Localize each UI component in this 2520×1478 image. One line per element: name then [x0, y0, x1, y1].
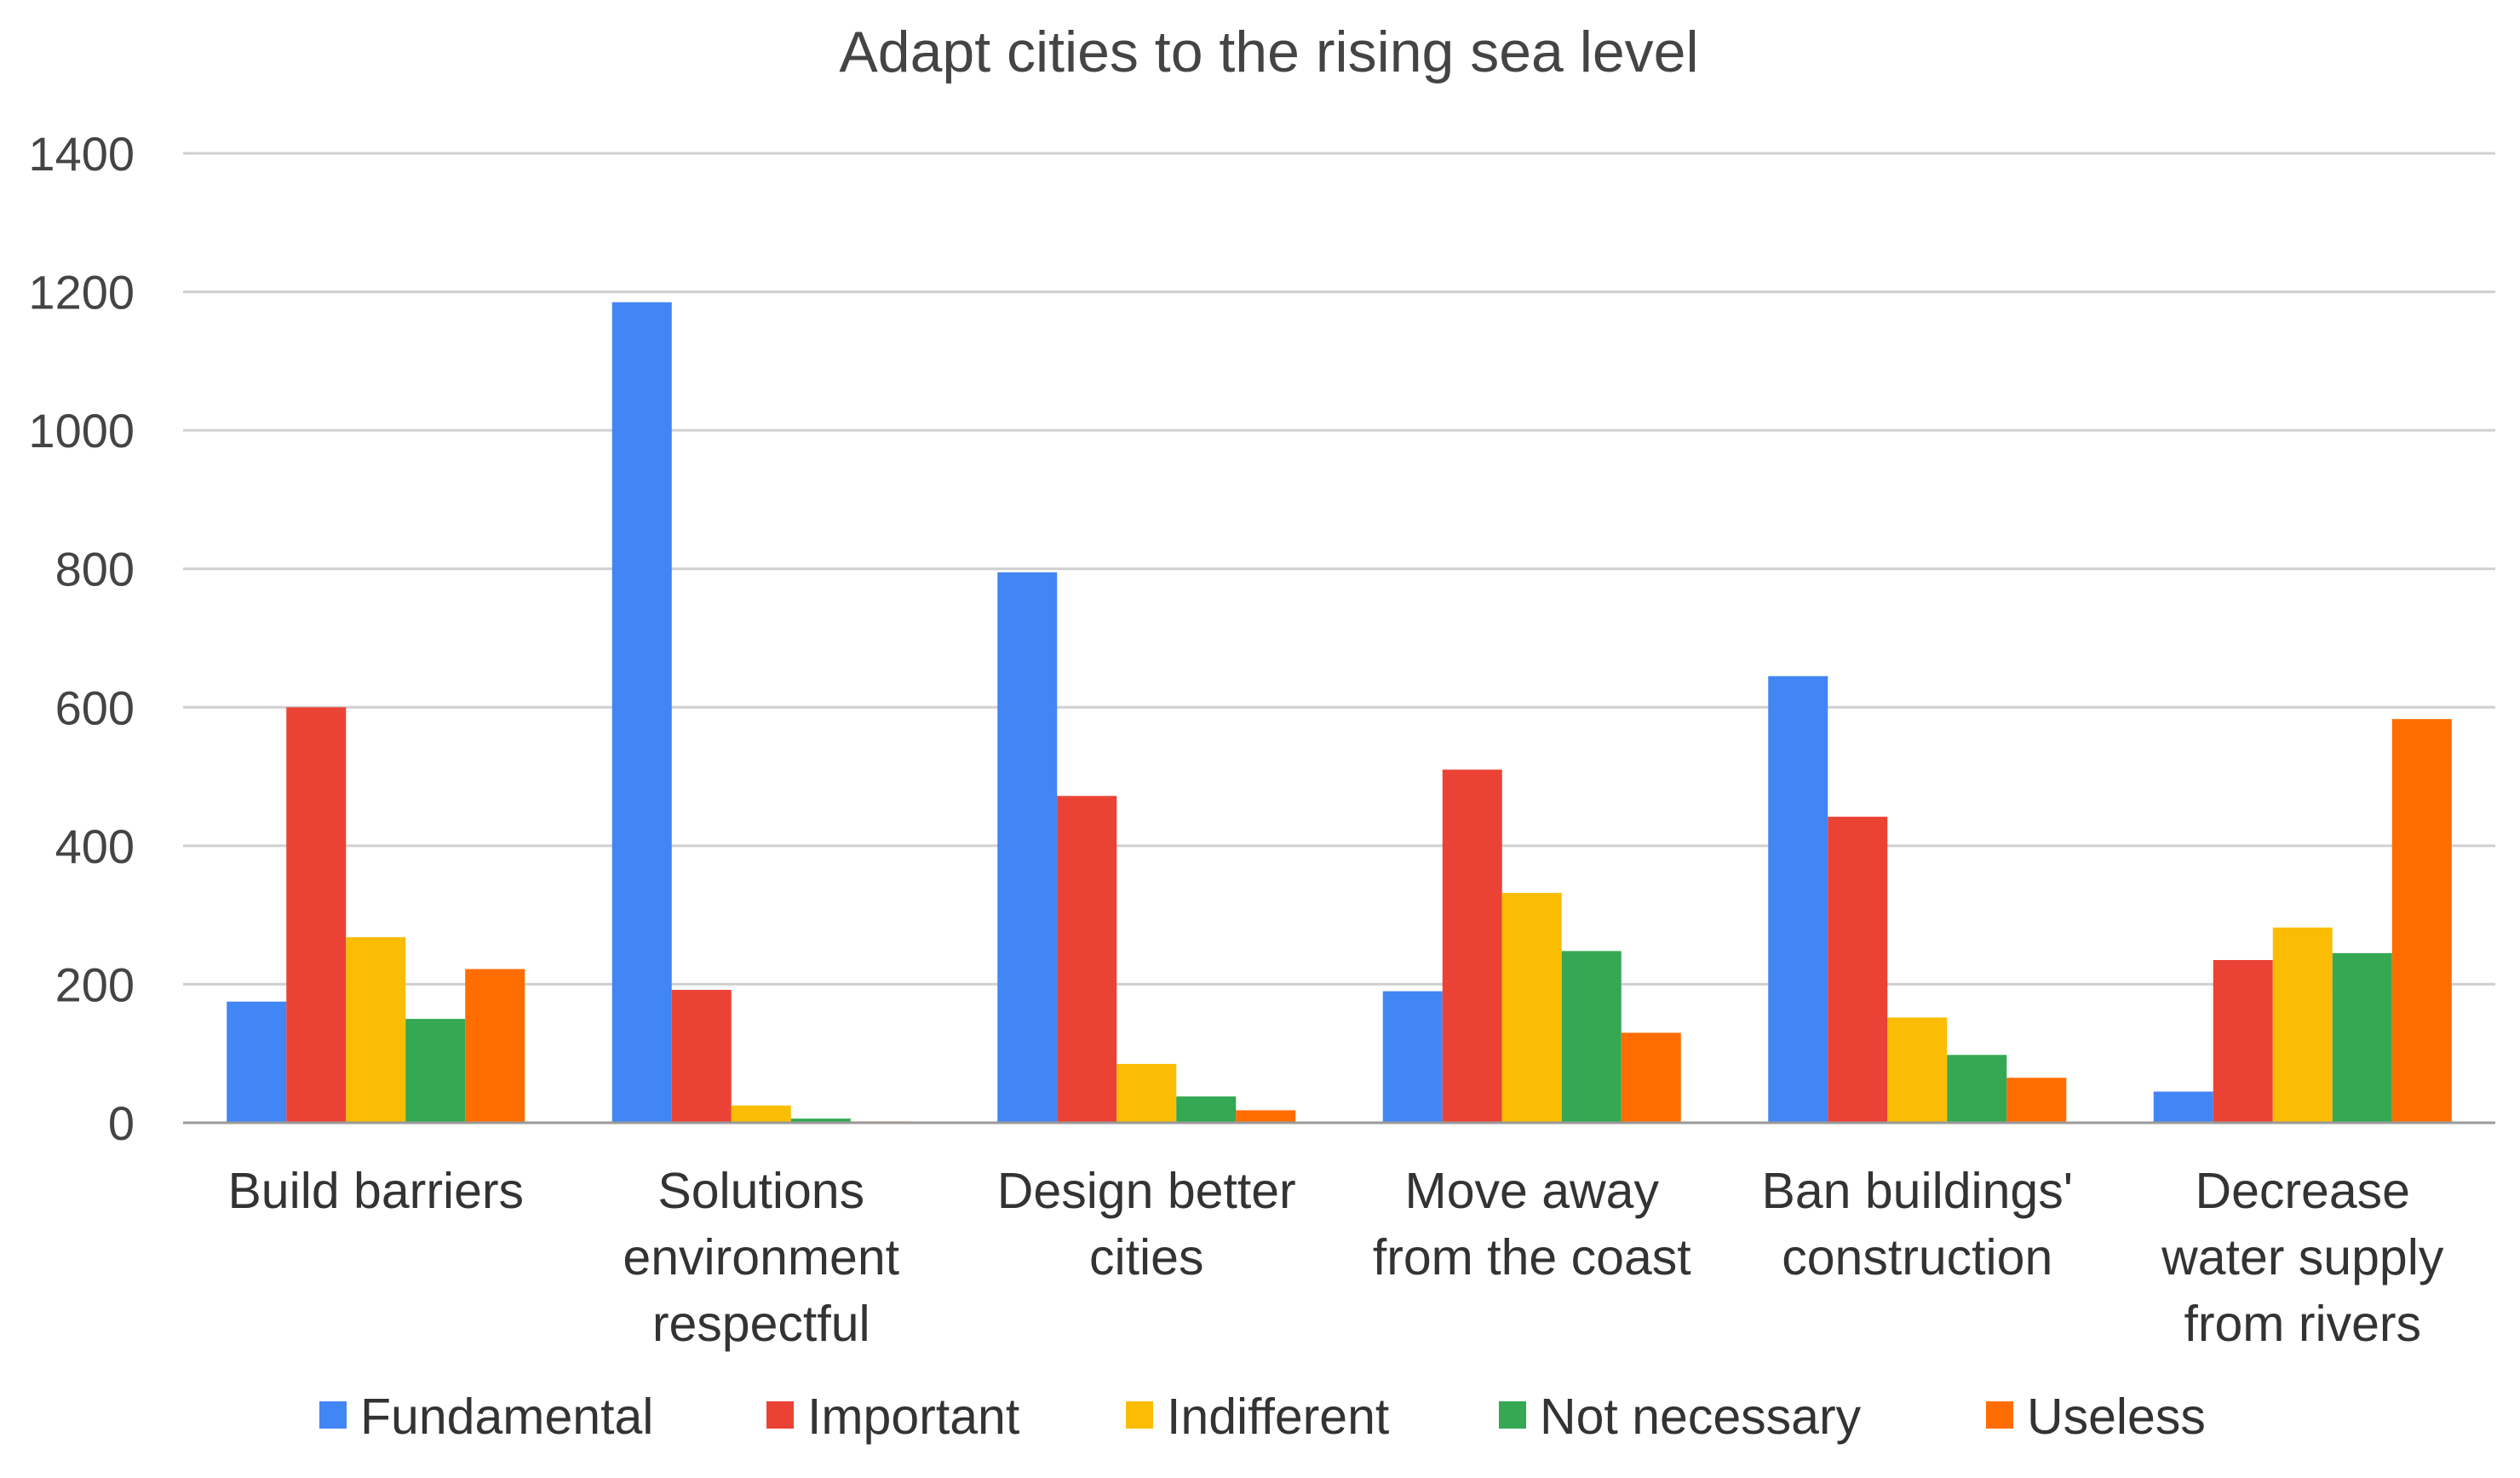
- x-tick-label: Build barriers: [227, 1163, 524, 1219]
- bar-useless-3: [1621, 1032, 1681, 1123]
- bar-indifferent-3: [1501, 893, 1562, 1123]
- x-tick-label: Design better cities: [997, 1163, 1296, 1285]
- legend: Fundamental Important Indifferent Not neces…: [319, 1389, 2206, 1445]
- y-tick-label: 1400: [28, 127, 135, 181]
- bar-indifferent-4: [1887, 1017, 1948, 1123]
- bar-important-1: [671, 989, 732, 1123]
- bar-indifferent-0: [346, 937, 406, 1123]
- bar-useless-4: [2006, 1078, 2067, 1123]
- bar-indifferent-2: [1116, 1063, 1177, 1123]
- gridlines: [183, 152, 2495, 986]
- x-axis-category-labels: Build barriers Solutions environment respec…: [227, 1163, 2443, 1352]
- y-axis-ticks: 0 200 400 600 800 1000 1200 1400: [28, 127, 135, 1150]
- bar-not-necessary-5: [2332, 952, 2392, 1123]
- bars: [227, 302, 2452, 1123]
- y-tick-label: 200: [55, 958, 135, 1011]
- legend-label: Useless: [2027, 1389, 2206, 1445]
- legend-label: Important: [807, 1389, 1019, 1445]
- y-tick-label: 800: [55, 543, 135, 596]
- legend-swatch: [1126, 1401, 1153, 1429]
- bar-important-5: [2213, 959, 2273, 1123]
- x-tick-label: Decrease water supply from rivers: [2161, 1163, 2444, 1352]
- bar-not-necessary-4: [1947, 1055, 2007, 1123]
- bar-fundamental-5: [2153, 1091, 2213, 1123]
- bar-not-necessary-2: [1176, 1096, 1237, 1123]
- x-tick-label: Solutions environment respectful: [623, 1163, 899, 1352]
- legend-swatch: [319, 1401, 347, 1429]
- y-tick-label: 1000: [28, 404, 135, 457]
- bar-fundamental-3: [1382, 991, 1443, 1123]
- bar-not-necessary-1: [790, 1119, 851, 1123]
- legend-swatch: [1986, 1401, 2013, 1429]
- bar-fundamental-4: [1768, 676, 1828, 1123]
- bar-not-necessary-3: [1561, 951, 1622, 1123]
- bar-fundamental-0: [227, 1001, 287, 1123]
- bar-fundamental-2: [997, 572, 1058, 1123]
- bar-important-2: [1057, 796, 1117, 1123]
- chart-title: Adapt cities to the rising sea level: [839, 20, 1698, 84]
- bar-important-4: [1828, 816, 1888, 1123]
- x-tick-label: Move away from the coast: [1373, 1163, 1691, 1285]
- y-tick-label: 1200: [28, 266, 135, 319]
- bar-useless-0: [465, 969, 525, 1123]
- bar-important-0: [286, 707, 347, 1123]
- bar-useless-2: [1236, 1110, 1296, 1123]
- bar-useless-5: [2391, 719, 2452, 1123]
- legend-swatch: [766, 1401, 794, 1429]
- y-tick-label: 400: [55, 820, 135, 873]
- legend-label: Fundamental: [360, 1389, 653, 1445]
- bar-important-3: [1442, 769, 1502, 1123]
- y-tick-label: 0: [108, 1096, 135, 1150]
- bar-indifferent-5: [2272, 927, 2333, 1123]
- legend-swatch: [1499, 1401, 1526, 1429]
- x-tick-label: Ban buildings' construction: [1761, 1163, 2073, 1285]
- bar-not-necessary-0: [405, 1019, 466, 1123]
- bar-indifferent-1: [731, 1105, 791, 1123]
- y-tick-label: 600: [55, 681, 135, 734]
- legend-label: Not necessary: [1540, 1389, 1862, 1445]
- bar-fundamental-1: [611, 302, 672, 1123]
- legend-label: Indifferent: [1167, 1389, 1389, 1445]
